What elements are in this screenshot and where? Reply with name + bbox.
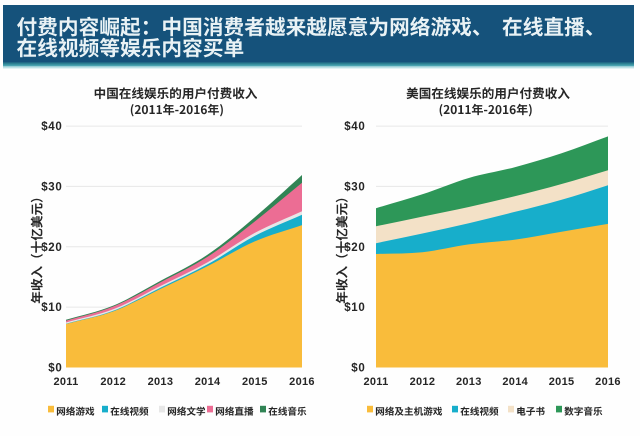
svg-text:2013: 2013 bbox=[456, 376, 482, 388]
svg-text:2011: 2011 bbox=[363, 376, 388, 388]
svg-text:2013: 2013 bbox=[148, 376, 174, 388]
svg-text:$10: $10 bbox=[41, 302, 62, 314]
svg-text:$0: $0 bbox=[48, 363, 62, 375]
svg-text:$30: $30 bbox=[41, 181, 62, 193]
svg-text:$10: $10 bbox=[344, 302, 365, 314]
svg-text:2011: 2011 bbox=[53, 376, 78, 388]
svg-text:2012: 2012 bbox=[100, 376, 126, 388]
svg-text:$40: $40 bbox=[344, 121, 365, 133]
svg-text:2016: 2016 bbox=[595, 376, 621, 388]
svg-text:$0: $0 bbox=[351, 363, 365, 375]
svg-text:$20: $20 bbox=[41, 242, 62, 254]
svg-text:2014: 2014 bbox=[502, 376, 528, 388]
svg-text:$40: $40 bbox=[41, 121, 62, 133]
svg-text:2015: 2015 bbox=[549, 376, 575, 388]
svg-text:$20: $20 bbox=[344, 242, 365, 254]
svg-text:2016: 2016 bbox=[289, 376, 315, 388]
svg-text:2014: 2014 bbox=[195, 376, 221, 388]
svg-text:2015: 2015 bbox=[242, 376, 268, 388]
svg-text:2012: 2012 bbox=[410, 376, 436, 388]
svg-text:$30: $30 bbox=[344, 181, 365, 193]
